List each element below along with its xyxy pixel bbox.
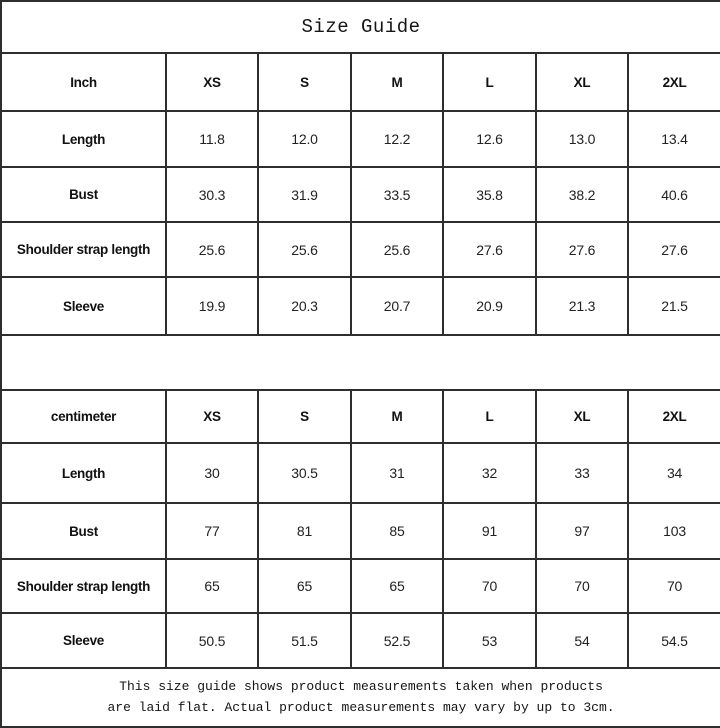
value-cell: 27.6 — [626, 221, 720, 278]
value-cell: 35.8 — [442, 166, 537, 223]
table-row: Sleeve 50.5 51.5 52.5 53 54 54.5 — [0, 612, 720, 669]
row-label: Sleeve — [0, 612, 167, 669]
value-cell: 50.5 — [165, 612, 259, 669]
value-cell: 20.3 — [257, 276, 352, 336]
table-row: Shoulder strap length 25.6 25.6 25.6 27.… — [0, 221, 720, 278]
size-header-m: M — [350, 389, 444, 444]
row-label: Length — [0, 442, 167, 504]
value-cell: 33.5 — [350, 166, 444, 223]
row-label: Bust — [0, 166, 167, 223]
value-cell: 21.5 — [626, 276, 720, 336]
size-header-l: L — [442, 52, 537, 112]
row-label: Shoulder strap length — [0, 558, 167, 614]
value-cell: 25.6 — [257, 221, 352, 278]
table-row: Sleeve 19.9 20.3 20.7 20.9 21.3 21.5 — [0, 276, 720, 336]
table-row: Length 30 30.5 31 32 33 34 — [0, 442, 720, 504]
table-row: Length 11.8 12.0 12.2 12.6 13.0 13.4 — [0, 110, 720, 168]
spacer-row — [0, 334, 720, 391]
value-cell: 54.5 — [626, 612, 720, 669]
value-cell: 20.9 — [442, 276, 537, 336]
size-header-2xl: 2XL — [626, 389, 720, 444]
value-cell: 65 — [165, 558, 259, 614]
spacer-cell — [0, 334, 720, 391]
value-cell: 70 — [442, 558, 537, 614]
footer-note-line2: are laid flat. Actual product measuremen… — [107, 699, 615, 715]
unit-label-centimeter: centimeter — [0, 389, 167, 444]
size-header-xl: XL — [535, 389, 629, 444]
value-cell: 65 — [350, 558, 444, 614]
centimeter-header-row: centimeter XS S M L XL 2XL — [0, 389, 720, 444]
value-cell: 13.4 — [626, 110, 720, 168]
inch-header-row: Inch XS S M L XL 2XL — [0, 52, 720, 112]
size-header-xs: XS — [165, 52, 259, 112]
value-cell: 30.3 — [165, 166, 259, 223]
value-cell: 30 — [165, 442, 259, 504]
value-cell: 20.7 — [350, 276, 444, 336]
size-header-xs: XS — [165, 389, 259, 444]
size-header-m: M — [350, 52, 444, 112]
value-cell: 85 — [350, 502, 444, 560]
row-label: Length — [0, 110, 167, 168]
row-label: Sleeve — [0, 276, 167, 336]
value-cell: 32 — [442, 442, 537, 504]
value-cell: 70 — [626, 558, 720, 614]
unit-label-inch: Inch — [0, 52, 167, 112]
value-cell: 33 — [535, 442, 629, 504]
value-cell: 70 — [535, 558, 629, 614]
value-cell: 13.0 — [535, 110, 629, 168]
page-title: Size Guide — [0, 0, 720, 54]
value-cell: 25.6 — [165, 221, 259, 278]
value-cell: 52.5 — [350, 612, 444, 669]
table-row: Bust 77 81 85 91 97 103 — [0, 502, 720, 560]
value-cell: 38.2 — [535, 166, 629, 223]
value-cell: 30.5 — [257, 442, 352, 504]
size-header-l: L — [442, 389, 537, 444]
size-header-s: S — [257, 389, 352, 444]
value-cell: 51.5 — [257, 612, 352, 669]
value-cell: 31 — [350, 442, 444, 504]
value-cell: 31.9 — [257, 166, 352, 223]
value-cell: 97 — [535, 502, 629, 560]
value-cell: 54 — [535, 612, 629, 669]
value-cell: 19.9 — [165, 276, 259, 336]
value-cell: 77 — [165, 502, 259, 560]
value-cell: 12.2 — [350, 110, 444, 168]
value-cell: 34 — [626, 442, 720, 504]
value-cell: 81 — [257, 502, 352, 560]
value-cell: 53 — [442, 612, 537, 669]
value-cell: 40.6 — [626, 166, 720, 223]
table-row: Shoulder strap length 65 65 65 70 70 70 — [0, 558, 720, 614]
size-header-s: S — [257, 52, 352, 112]
value-cell: 11.8 — [165, 110, 259, 168]
footer-note-line1: This size guide shows product measuremen… — [119, 678, 603, 694]
value-cell: 27.6 — [442, 221, 537, 278]
value-cell: 12.6 — [442, 110, 537, 168]
value-cell: 25.6 — [350, 221, 444, 278]
footer-row: This size guide shows product measuremen… — [0, 667, 720, 728]
footer-note: This size guide shows product measuremen… — [0, 667, 720, 728]
size-header-xl: XL — [535, 52, 629, 112]
size-header-2xl: 2XL — [626, 52, 720, 112]
title-row: Size Guide — [0, 0, 720, 54]
value-cell: 91 — [442, 502, 537, 560]
value-cell: 65 — [257, 558, 352, 614]
table-row: Bust 30.3 31.9 33.5 35.8 38.2 40.6 — [0, 166, 720, 223]
value-cell: 103 — [626, 502, 720, 560]
value-cell: 21.3 — [535, 276, 629, 336]
value-cell: 12.0 — [257, 110, 352, 168]
value-cell: 27.6 — [535, 221, 629, 278]
row-label: Bust — [0, 502, 167, 560]
row-label: Shoulder strap length — [0, 221, 167, 278]
